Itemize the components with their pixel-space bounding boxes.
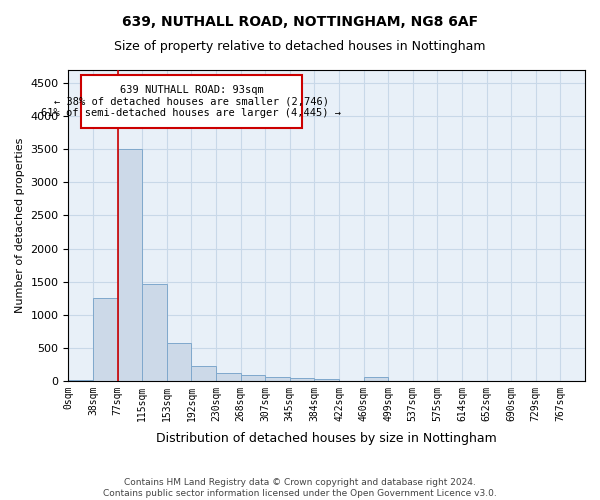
Bar <box>118 150 142 381</box>
FancyBboxPatch shape <box>81 74 302 128</box>
Bar <box>216 373 241 381</box>
Y-axis label: Number of detached properties: Number of detached properties <box>15 138 25 313</box>
Bar <box>290 378 314 381</box>
Bar <box>191 366 216 381</box>
Text: Contains HM Land Registry data © Crown copyright and database right 2024.
Contai: Contains HM Land Registry data © Crown c… <box>103 478 497 498</box>
Bar <box>364 377 388 381</box>
Bar <box>265 377 290 381</box>
Text: 639 NUTHALL ROAD: 93sqm
← 38% of detached houses are smaller (2,746)
61% of semi: 639 NUTHALL ROAD: 93sqm ← 38% of detache… <box>41 85 341 118</box>
Bar <box>68 380 93 381</box>
Bar <box>142 284 167 381</box>
Bar <box>314 379 339 381</box>
Bar <box>241 376 265 381</box>
X-axis label: Distribution of detached houses by size in Nottingham: Distribution of detached houses by size … <box>157 432 497 445</box>
Bar <box>93 298 118 381</box>
Text: 639, NUTHALL ROAD, NOTTINGHAM, NG8 6AF: 639, NUTHALL ROAD, NOTTINGHAM, NG8 6AF <box>122 15 478 29</box>
Text: Size of property relative to detached houses in Nottingham: Size of property relative to detached ho… <box>114 40 486 53</box>
Bar <box>167 343 191 381</box>
